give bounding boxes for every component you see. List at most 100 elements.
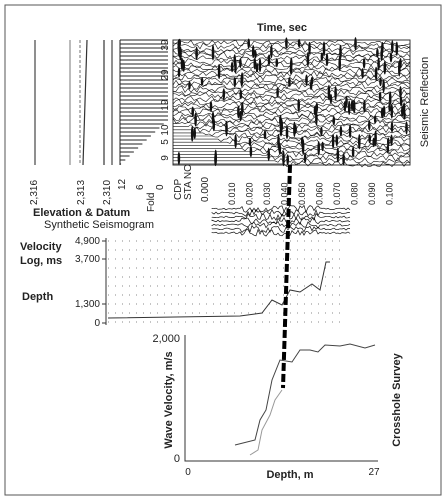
wavelet	[230, 61, 234, 73]
wiggle	[172, 86, 411, 93]
wavelet	[310, 76, 314, 85]
time-tick: 0.040	[280, 182, 290, 205]
wavelet	[286, 154, 290, 166]
wiggle	[172, 49, 411, 56]
velocity-tick: 3,700	[75, 254, 100, 265]
wavelet	[180, 57, 184, 71]
fold-label: Fold	[146, 193, 157, 212]
wavelet	[239, 89, 243, 100]
crosshole-y-label: Wave Velocity, m/s	[163, 351, 175, 448]
wiggle	[172, 45, 411, 53]
time-tick: 0.050	[297, 182, 307, 205]
wavelet	[193, 127, 196, 140]
wavelet	[399, 96, 403, 107]
axis-label: CDP	[173, 179, 184, 200]
wiggle	[173, 126, 411, 133]
cdp-tick: 9	[160, 155, 171, 161]
wavelet	[354, 37, 357, 51]
wavelet	[249, 145, 253, 158]
wavelet	[179, 46, 182, 61]
wavelet	[217, 63, 221, 80]
time-tick: 0.000	[200, 177, 211, 202]
wavelet	[254, 50, 257, 59]
wiggle	[172, 107, 411, 115]
wavelet	[390, 121, 394, 133]
crosshole-curve	[234, 343, 376, 446]
wavelet	[378, 91, 382, 102]
wiggle	[173, 160, 411, 168]
frame	[4, 4, 442, 496]
wavelet	[258, 58, 262, 73]
wavelet	[388, 102, 391, 112]
time-tick: 0.080	[350, 182, 360, 205]
wiggle	[172, 104, 411, 112]
velocity-tick: 4,900	[75, 236, 100, 247]
wiggle	[172, 55, 410, 63]
wavelet	[270, 45, 273, 58]
cdp-tick: 19	[160, 99, 171, 111]
wiggle	[172, 51, 411, 59]
synthetic-trace	[211, 212, 351, 221]
wavelet	[329, 93, 333, 104]
wavelet	[358, 134, 361, 150]
wavelet	[285, 126, 289, 139]
wavelet	[214, 153, 217, 167]
crosshole-x-tick: 0	[185, 467, 191, 478]
wavelet	[293, 121, 296, 138]
wavelet	[348, 124, 352, 139]
wavelet	[382, 79, 385, 93]
crosshole-y-tick: 2,000	[152, 333, 180, 345]
wavelet	[388, 91, 392, 105]
wavelet	[234, 60, 237, 74]
wavelet	[251, 45, 255, 59]
wavelet	[368, 134, 372, 144]
wavelet	[379, 77, 382, 87]
wavelet	[279, 114, 282, 127]
wavelet	[282, 150, 285, 167]
wavelet	[321, 141, 324, 152]
time-tick: 0.020	[245, 182, 255, 205]
wavelet	[320, 126, 323, 136]
wavelet	[177, 151, 181, 165]
wavelet	[190, 126, 194, 142]
fold-tick: 6	[135, 184, 146, 190]
wavelet	[363, 99, 366, 113]
velocity-title: Velocity	[20, 241, 62, 253]
wavelet	[368, 120, 371, 131]
wavelet	[247, 38, 250, 49]
crosshole-curve2	[249, 389, 283, 456]
wavelet	[275, 58, 279, 68]
wavelet	[315, 102, 319, 113]
wavelet	[390, 104, 394, 119]
wiggle	[172, 114, 411, 121]
crosshole-x-tick: 27	[368, 467, 380, 478]
wavelet	[303, 153, 307, 163]
trace	[82, 39, 88, 166]
wavelet	[267, 54, 271, 66]
wavelet	[352, 99, 356, 114]
wavelet	[240, 74, 243, 87]
wavelet	[383, 60, 387, 75]
time-tick: 0.010	[227, 182, 237, 205]
crosshole-x-label: Depth, m	[266, 469, 313, 481]
wavelet	[325, 53, 329, 67]
wavelet	[320, 52, 324, 62]
synthetic-title: Synthetic Seismogram	[44, 219, 154, 231]
wavelet	[306, 51, 310, 67]
wiggle	[172, 110, 411, 118]
time-tick: 0.060	[315, 182, 325, 205]
elevation-tick: 2,316	[29, 180, 40, 205]
wavelet	[331, 133, 335, 149]
wavelet	[297, 98, 301, 112]
wavelet	[339, 125, 343, 137]
time-tick: 0.030	[262, 182, 272, 205]
elevation-tick: 2,310	[102, 180, 113, 205]
wavelet	[335, 134, 339, 147]
fold-tick: 12	[117, 178, 128, 190]
depth-label: Depth	[22, 291, 53, 303]
crosshole-side-label: Crosshole Survey	[391, 352, 403, 446]
wavelet	[373, 115, 377, 124]
wavelet	[339, 44, 342, 60]
wavelet	[263, 130, 267, 140]
